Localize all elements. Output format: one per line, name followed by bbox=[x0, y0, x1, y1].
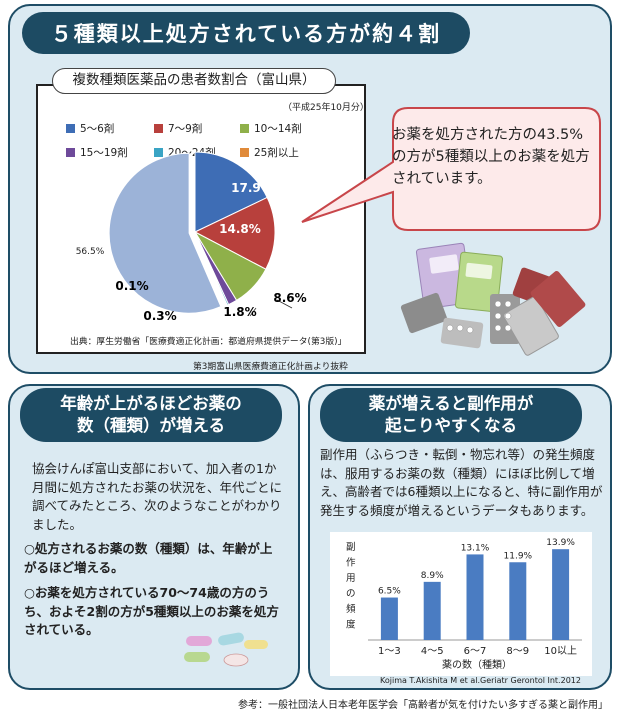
legend-item: 10～14剤 bbox=[240, 121, 302, 136]
legend-item: 7～9剤 bbox=[154, 121, 202, 136]
x-axis-label: 薬の数（種類） bbox=[442, 658, 512, 671]
legend-label: 5～6剤 bbox=[80, 123, 115, 135]
pill-icon bbox=[446, 300, 512, 334]
bar bbox=[466, 554, 484, 640]
pie-chart: 17.9% 14.8% 8.6% 1.8% 0.3% 0.1% 56.5% bbox=[76, 151, 307, 323]
legend-swatch bbox=[154, 148, 163, 157]
x-tick-label: 8～9 bbox=[506, 646, 529, 657]
pie-data-label: 56.5% bbox=[76, 247, 105, 257]
pie-data-label: 0.1% bbox=[115, 279, 148, 293]
capsules-illustration bbox=[184, 632, 268, 667]
bar bbox=[423, 581, 441, 640]
main-heading: ５種類以上処方されている方が約４割 bbox=[22, 12, 470, 54]
bar-data-label: 13.9% bbox=[546, 538, 575, 548]
y-axis-label: 副作用の頻度 bbox=[346, 542, 356, 631]
pill-icon bbox=[223, 653, 249, 667]
legend-item: 15～19剤 bbox=[66, 145, 128, 160]
x-tick-label: 6～7 bbox=[464, 646, 487, 657]
legend-item: 5～6剤 bbox=[66, 121, 114, 136]
pie-data-label: 14.8% bbox=[219, 222, 261, 236]
pie-chart-date: （平成25年10月分） bbox=[283, 103, 369, 113]
legend-swatch bbox=[66, 148, 75, 157]
left-heading-line1: 年齢が上がるほどお薬の bbox=[60, 394, 242, 413]
pie-chart-title: 複数種類医薬品の患者数割合（富山県） bbox=[52, 68, 336, 94]
bar-data-label: 11.9% bbox=[504, 551, 533, 561]
pie-slice bbox=[193, 196, 276, 270]
pie-data-label: 1.8% bbox=[223, 305, 256, 319]
legend-swatch bbox=[240, 148, 249, 157]
bar-chart: 6.5% 1～3 8.9% 4～5 13.1% 6～7 11.9% 8～9 13.9% 10以上 副… bbox=[346, 538, 582, 671]
chart-source: 出典：厚生労働省「医療費適正化計画：都道府県提供データ(第3版)」 bbox=[70, 337, 347, 347]
blister-pack-icon bbox=[400, 267, 586, 356]
pie-slice bbox=[194, 151, 268, 233]
medicine-illustration bbox=[400, 242, 586, 356]
left-heading: 年齢が上がるほどお薬の 数（種類）が増える bbox=[20, 388, 282, 442]
left-body-text: 協会けんぽ富山支部において、加入者の1か月間に処方されたお薬の状況を、年代ごとに… bbox=[32, 461, 283, 532]
bar-data-label: 8.9% bbox=[421, 571, 444, 581]
bar bbox=[380, 597, 398, 640]
pie-data-label: 17.9% bbox=[231, 181, 273, 195]
x-tick-label: 1～3 bbox=[378, 646, 401, 657]
pie-slice bbox=[194, 231, 228, 307]
x-tick-label: 4～5 bbox=[421, 646, 444, 657]
x-tick-label: 10以上 bbox=[544, 645, 577, 657]
right-body-text: 副作用（ふらつき・転倒・物忘れ等）の発生頻度は、服用するお薬の数（種類）にほぼ比… bbox=[320, 447, 603, 518]
bar-data-label: 13.1% bbox=[461, 543, 490, 553]
pie-data-label: 8.6% bbox=[273, 291, 306, 305]
pie-leader-line bbox=[276, 299, 293, 309]
legend-item: 25剤以上 bbox=[240, 145, 299, 160]
left-heading-line2: 数（種類）が増える bbox=[76, 416, 225, 435]
finding-bullet-2: ○お薬を処方されている70～74歳の方のうち、およそ2割の方が5種類以上のお薬を… bbox=[24, 585, 279, 637]
legend-label: 25剤以上 bbox=[254, 147, 299, 159]
speech-bubble bbox=[301, 107, 601, 231]
right-heading-line1: 薬が増えると副作用が bbox=[368, 394, 534, 413]
callout-text: お薬を処方された方の43.5%の方が5種類以上のお薬を処方されています。 bbox=[392, 127, 590, 187]
right-heading: 薬が増えると副作用が 起こりやすくなる bbox=[320, 388, 582, 442]
capsule-icon bbox=[184, 632, 268, 662]
legend-label: 10～14剤 bbox=[254, 123, 302, 135]
pie-leader-line bbox=[249, 307, 257, 317]
pie-data-label: 0.3% bbox=[143, 309, 176, 323]
pie-slice bbox=[108, 152, 222, 314]
legend-swatch bbox=[66, 124, 75, 133]
legend-label: 15～19剤 bbox=[80, 147, 128, 159]
legend-swatch bbox=[154, 124, 163, 133]
bar bbox=[509, 562, 527, 640]
speech-bubble-shape bbox=[301, 107, 601, 231]
legend-label: 7～9剤 bbox=[168, 123, 203, 135]
bar-citation: Kojima T.Akishita M et al.Geriatr Geront… bbox=[380, 676, 581, 685]
plan-note: 第3期富山県医療費適正化計画より抜粋 bbox=[193, 362, 348, 372]
right-heading-line2: 起こりやすくなる bbox=[384, 416, 517, 435]
finding-bullet-1: ○処方されるお薬の数（種類）は、年齢が上がるほど増える。 bbox=[24, 541, 273, 575]
bar bbox=[552, 549, 570, 640]
bar-chart-box: 6.5% 1～3 8.9% 4～5 13.1% 6～7 11.9% 8～9 13.9% 10以上 副… bbox=[330, 532, 592, 676]
footer-reference: 参考：一般社団法人日本老年医学会「高齢者が気を付けたい多すぎる薬と副作用」 bbox=[238, 700, 608, 711]
legend-swatch bbox=[240, 124, 249, 133]
bar-data-label: 6.5% bbox=[378, 587, 401, 597]
